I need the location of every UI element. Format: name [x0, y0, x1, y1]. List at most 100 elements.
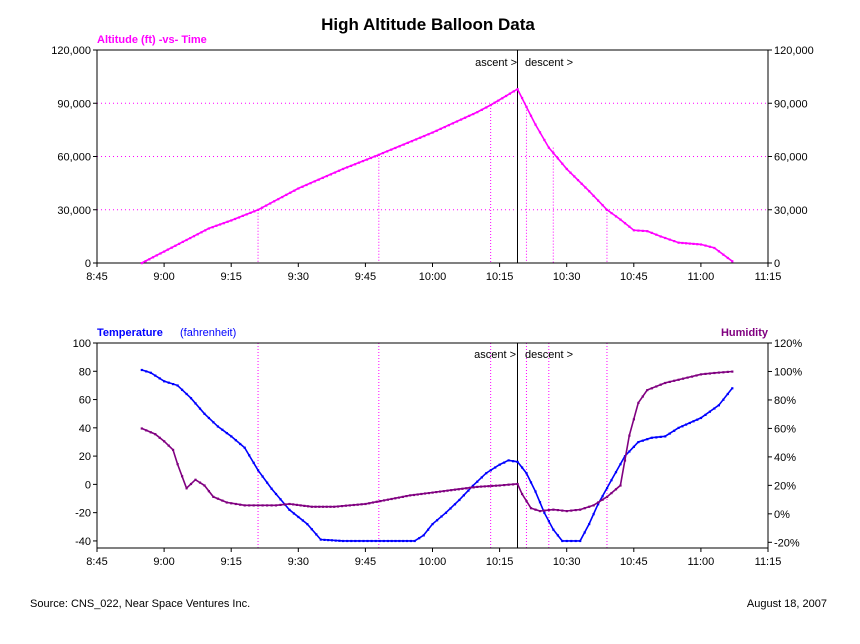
temperature-point — [185, 392, 188, 396]
altitude-ft-point — [189, 237, 192, 240]
altitude-descent-label: descent > — [525, 57, 573, 69]
humidity-point — [503, 484, 506, 487]
altitude-ft-point — [722, 253, 725, 256]
temperature-y2-tick-label: 60% — [774, 423, 796, 435]
altitude-ft-point — [419, 136, 422, 139]
altitude-ft-point — [521, 96, 524, 100]
humidity-point — [270, 504, 273, 507]
temperature-point — [252, 461, 255, 464]
humidity-point — [340, 505, 344, 508]
humidity-point — [234, 502, 237, 506]
date-footnote: August 18, 2007 — [747, 598, 827, 610]
altitude-ascent-label: ascent > — [475, 57, 517, 69]
temperature-point — [713, 407, 716, 410]
temperature-point — [350, 539, 353, 543]
altitude-ft-point — [410, 140, 414, 143]
altitude-y2-tick-label: 0 — [774, 258, 780, 270]
altitude-ft-point — [350, 164, 353, 167]
altitude-y2-tick-label: 90,000 — [774, 98, 808, 110]
temperature-point — [301, 519, 304, 522]
altitude-ft-point — [237, 216, 241, 219]
humidity-point — [494, 484, 498, 487]
humidity-point — [491, 484, 494, 487]
temperature-point — [163, 380, 166, 383]
humidity-point — [570, 509, 573, 512]
altitude-y2-tick-label: 60,000 — [774, 152, 808, 164]
humidity-point — [299, 504, 302, 507]
altitude-ft-point — [386, 150, 389, 153]
temperature-point — [516, 460, 519, 463]
humidity-point — [442, 490, 445, 493]
humidity-point — [185, 487, 188, 490]
altitude-ft-point — [508, 92, 511, 95]
temperature-point — [485, 472, 488, 475]
altitude-ft-point — [317, 178, 320, 181]
humidity-point — [427, 492, 430, 495]
altitude-ft-point — [655, 233, 658, 236]
altitude-ft-point — [664, 236, 667, 240]
temperature-point — [418, 537, 421, 540]
altitude-ft-point — [219, 223, 222, 226]
humidity-point — [601, 498, 604, 501]
temperature-point — [726, 392, 729, 396]
humidity-point — [416, 493, 419, 496]
altitude-ft-point — [230, 219, 233, 222]
humidity-point — [189, 482, 193, 486]
temperature-point — [230, 435, 233, 438]
temperature-point — [366, 539, 369, 543]
humidity-point — [424, 492, 427, 495]
humidity-point — [172, 448, 175, 451]
altitude-ft-point — [584, 186, 587, 189]
humidity-point — [453, 488, 457, 491]
temperature-point — [646, 438, 649, 441]
temperature-point — [370, 539, 373, 543]
altitude-ft-point — [241, 214, 244, 217]
altitude-marker-lines — [257, 50, 608, 263]
temperature-point — [565, 539, 568, 543]
altitude-ft-point — [144, 260, 147, 263]
altitude-x-tick-label: 10:15 — [486, 271, 514, 283]
altitude-ft-point — [619, 218, 622, 221]
temperature-point — [597, 503, 600, 506]
temperature-point — [354, 539, 357, 543]
temperature-point — [641, 439, 644, 442]
humidity-point — [310, 505, 313, 508]
altitude-x-tick-label: 10:00 — [419, 271, 447, 283]
humidity-point — [431, 491, 434, 494]
humidity-point — [176, 463, 179, 466]
humidity-point — [383, 499, 386, 502]
altitude-ft-point — [293, 189, 296, 192]
temperature-point — [561, 539, 564, 543]
humidity-point — [468, 486, 471, 489]
altitude-series — [140, 87, 734, 265]
altitude-gridlines — [97, 102, 768, 211]
temperature-x-tick-label: 8:45 — [86, 556, 107, 568]
altitude-ft-point — [178, 242, 181, 245]
humidity-point — [677, 378, 680, 381]
altitude-ft-point — [699, 243, 703, 246]
temperature-y2-tick-label: -20% — [774, 537, 800, 549]
temperature-point — [664, 435, 667, 438]
humidity-point — [288, 502, 291, 506]
altitude-x-tick-label: 9:15 — [220, 271, 241, 283]
altitude-ft-point — [265, 204, 268, 207]
altitude-ft-point — [329, 173, 332, 176]
humidity-point — [397, 496, 401, 499]
humidity-point — [216, 497, 219, 500]
humidity-point — [368, 502, 371, 505]
temperature-point — [717, 404, 720, 407]
temperature-point — [358, 539, 361, 543]
altitude-ft-point — [285, 193, 288, 196]
temperature-point — [374, 539, 377, 543]
humidity-point — [239, 503, 242, 506]
humidity-point — [266, 504, 269, 507]
humidity-point — [243, 504, 246, 507]
humidity-point — [461, 487, 464, 490]
temperature-point — [462, 494, 465, 497]
temperature-point — [659, 435, 662, 438]
altitude-ft-point — [163, 250, 166, 253]
humidity-point — [668, 380, 671, 383]
temperature-point — [480, 476, 483, 479]
temperature-point — [512, 460, 515, 463]
altitude-ft-point — [704, 244, 707, 247]
